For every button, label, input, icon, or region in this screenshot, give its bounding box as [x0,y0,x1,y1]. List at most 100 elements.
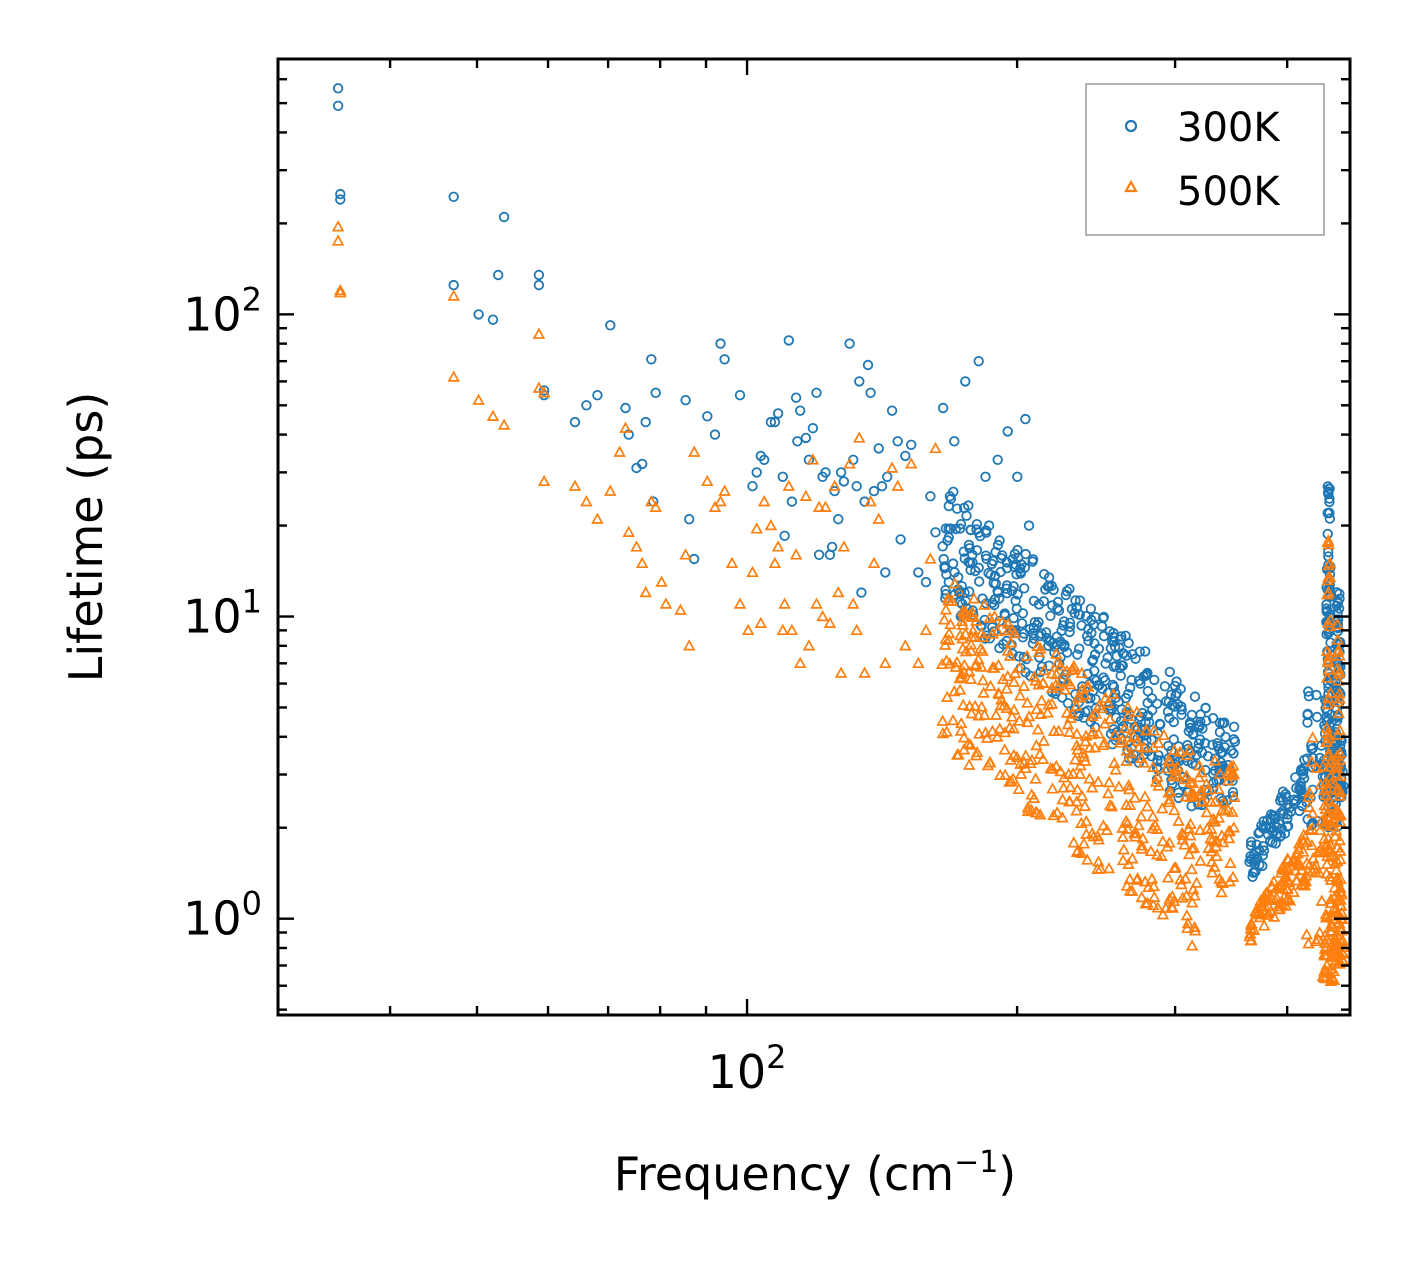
data-point-300K [1057,620,1069,631]
data-point-300K [992,454,1003,466]
data-point-300K [1192,743,1204,754]
data-point-500K [1091,775,1105,787]
data-point-500K [1243,929,1256,942]
data-point-500K [1331,934,1344,946]
data-point-500K [679,548,692,560]
data-point-500K [1071,691,1084,703]
data-point-500K [1013,689,1027,701]
data-point-500K [1083,772,1096,784]
data-point-500K [1146,760,1160,772]
data-point-500K [1335,923,1349,935]
data-point-300K [473,309,484,320]
data-point-300K [1334,588,1345,600]
data-point-500K [1168,743,1181,756]
data-point-500K [1082,680,1095,692]
x-tick-label: 102 [708,1038,787,1099]
data-point-500K [1184,775,1197,787]
data-point-300K [1071,602,1083,613]
data-point-500K [334,286,347,298]
data-point-500K [953,671,966,684]
data-point-300K [873,443,884,454]
data-point-300K [955,519,967,530]
data-point-500K [1333,665,1346,677]
data-point-500K [1120,744,1133,756]
data-point-500K [1162,786,1175,798]
data-point-500K [1217,795,1230,808]
data-point-300K [1228,748,1239,759]
data-point-500K [1102,862,1116,874]
data-point-500K [1127,729,1140,742]
data-point-500K [1152,736,1165,748]
data-point-500K [1324,892,1338,905]
data-point-500K [996,672,1010,685]
data-point-300K [1073,643,1085,654]
data-point-500K [1095,701,1108,714]
data-point-300K [332,83,344,94]
data-point-300K [637,458,648,470]
data-point-300K [790,392,802,403]
data-point-300K [498,211,510,223]
data-point-500K [1105,800,1119,812]
data-point-500K [1216,836,1230,848]
data-point-500K [1007,703,1021,715]
data-point-300K [1028,622,1039,634]
data-point-300K [783,335,795,346]
data-point-300K [1207,713,1219,724]
data-point-500K [1287,885,1300,897]
data-point-300K [980,471,991,483]
data-point-300K [747,481,758,492]
data-point-300K [1064,617,1076,629]
data-point-500K [1312,866,1326,878]
data-point-500K [1320,867,1333,879]
data-point-500K [972,727,986,739]
data-point-500K [819,500,832,512]
data-point-500K [701,474,714,487]
data-point-500K [1087,830,1100,842]
data-point-300K [958,546,970,557]
data-point-300K [1047,600,1058,611]
data-point-300K [944,491,956,502]
data-point-300K [951,503,963,514]
data-point-500K [1182,847,1196,860]
data-point-500K [1010,750,1024,762]
data-point-500K [953,683,967,695]
data-point-500K [1135,842,1149,854]
data-point-500K [1226,805,1239,817]
data-point-300K [983,567,994,579]
data-point-500K [1163,755,1177,767]
data-point-500K [1251,908,1264,920]
data-point-500K [1320,588,1334,600]
data-point-500K [976,630,990,642]
data-point-300K [1220,731,1231,743]
data-point-500K [622,525,635,537]
data-point-500K [1314,778,1327,790]
data-point-500K [936,714,949,726]
data-point-300K [1302,686,1314,697]
data-point-500K [334,283,347,296]
data-point-500K [996,615,1009,627]
data-point-300K [1035,666,1046,678]
data-point-500K [1321,654,1335,666]
data-point-500K [834,666,848,678]
data-point-500K [1138,790,1152,802]
data-point-500K [1223,824,1237,836]
data-point-300K [1085,603,1097,615]
data-point-300K [844,338,855,349]
data-point-500K [1334,815,1347,827]
data-point-500K [963,665,976,677]
data-point-500K [1329,933,1342,945]
data-point-500K [962,758,976,770]
x-axis-label: Frequency (cm−1) [614,1145,1017,1201]
data-point-500K [1122,857,1135,869]
data-point-500K [986,627,999,639]
data-point-300K [448,279,459,291]
data-point-500K [619,421,632,433]
x-tick-label-exponent: 2 [766,1038,786,1076]
y-tick-label-base: 10 [183,590,242,644]
data-point-500K [1148,890,1161,902]
data-point-300K [1151,698,1163,709]
data-point-500K [1180,909,1194,921]
data-point-500K [981,759,995,771]
data-point-500K [1320,788,1333,801]
data-point-500K [1181,917,1195,929]
